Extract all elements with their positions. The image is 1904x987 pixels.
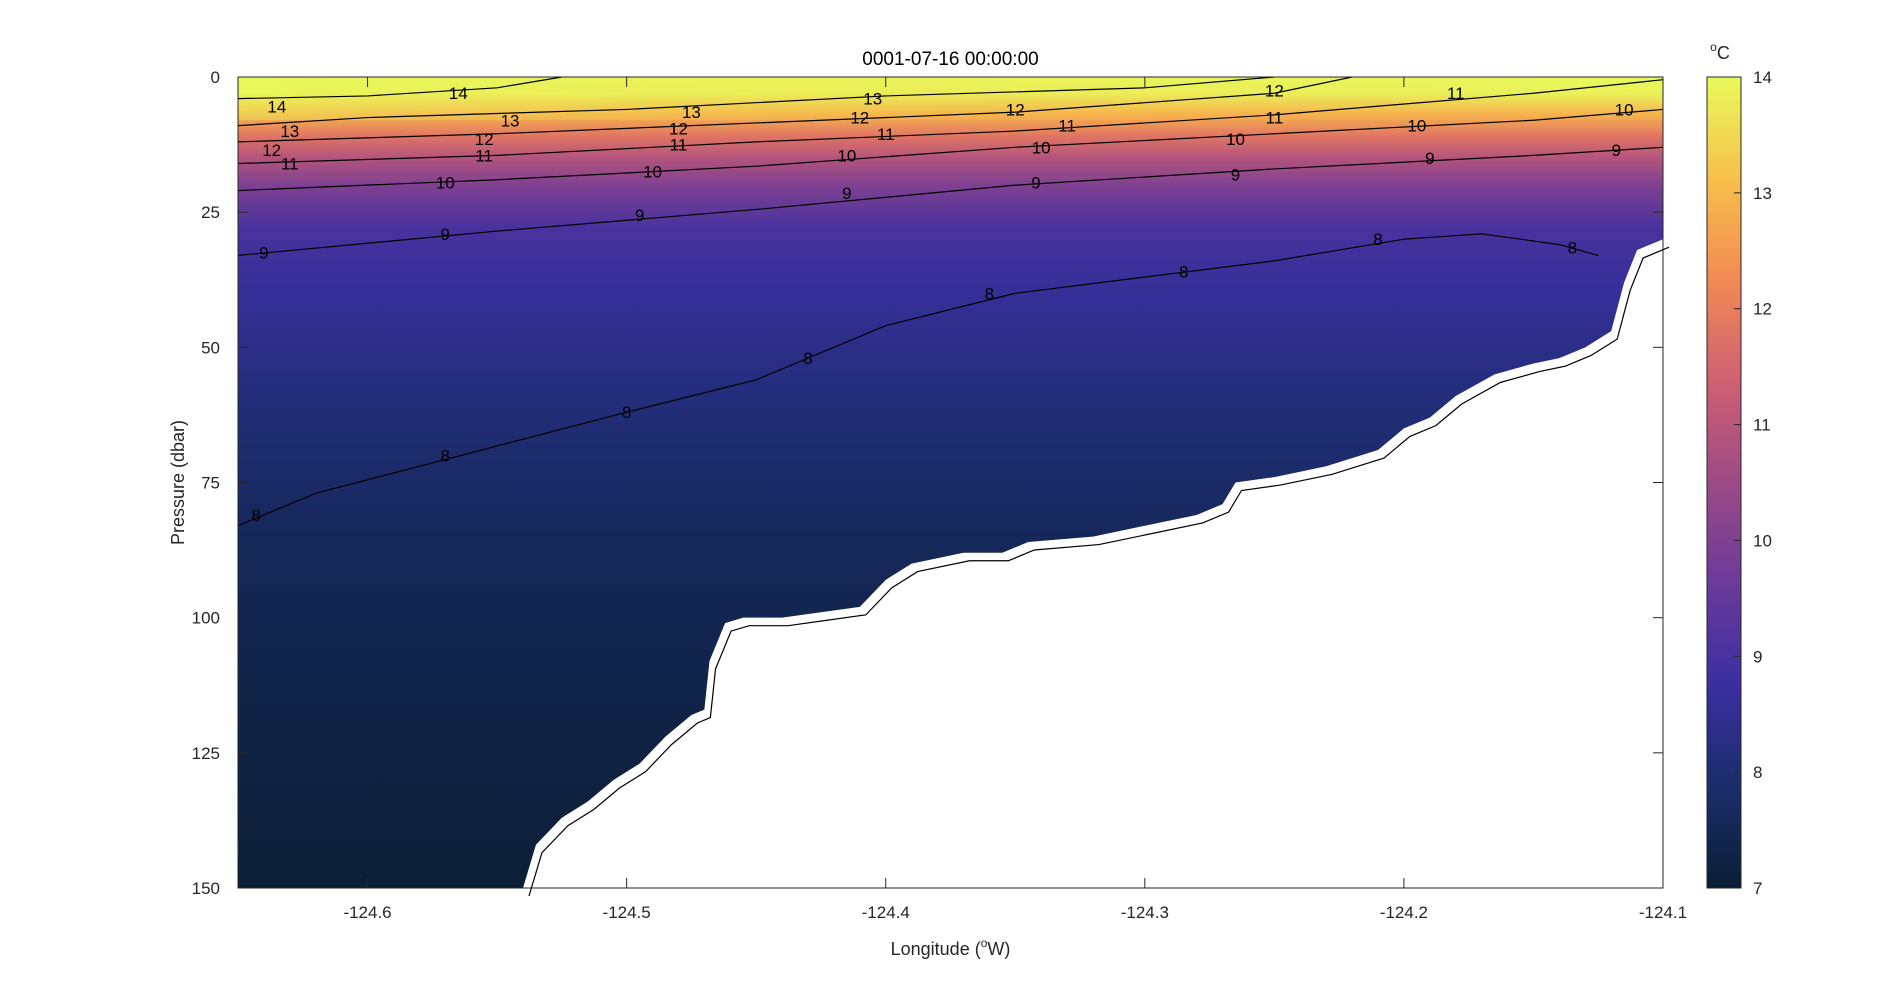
x-tick-label: -124.4 xyxy=(862,903,910,922)
contour-11 xyxy=(238,79,1663,165)
y-tick-label: 25 xyxy=(201,203,220,222)
contour-label-10: 10 xyxy=(1407,117,1426,136)
contour-label-10: 10 xyxy=(837,146,856,165)
contour-label-9: 9 xyxy=(842,184,851,203)
colorbar-tick-label: 9 xyxy=(1753,647,1762,666)
contour-label-8: 8 xyxy=(1373,230,1382,249)
contour-label-8: 8 xyxy=(803,349,812,368)
colorbar-tick-label: 8 xyxy=(1753,763,1762,782)
contour-8 xyxy=(238,233,1599,527)
contour-label-8: 8 xyxy=(441,446,450,465)
colorbar-unit: oC xyxy=(1710,40,1730,63)
contour-label-9: 9 xyxy=(259,244,268,263)
y-tick-label: 125 xyxy=(192,744,220,763)
x-tick-label: -124.3 xyxy=(1121,903,1169,922)
contour-label-12: 12 xyxy=(1006,100,1025,119)
y-axis: 0 25 50 75 100 125 150 xyxy=(192,68,1663,898)
contour-label-11: 11 xyxy=(1058,117,1076,136)
contour-label-11: 11 xyxy=(670,136,688,155)
x-tick-label: -124.6 xyxy=(343,903,391,922)
contour-label-9: 9 xyxy=(1612,141,1621,160)
contour-label-12: 12 xyxy=(850,109,869,128)
x-axis: -124.6 -124.5 -124.4 -124.3 -124.2 -124.1 xyxy=(343,77,1687,922)
contour-label-11: 11 xyxy=(877,125,895,144)
contour-label-11: 11 xyxy=(1266,109,1284,128)
contour-label-8: 8 xyxy=(1568,238,1577,257)
chart-title: 0001-07-16 00:00:00 xyxy=(862,49,1038,70)
contour-label-11: 11 xyxy=(1447,84,1465,103)
contour-label-13: 13 xyxy=(501,111,520,130)
contour-label-11: 11 xyxy=(281,155,299,174)
colorbar-tick-label: 13 xyxy=(1753,184,1772,203)
bottom-outline xyxy=(528,246,1670,897)
colorbar-tick-label: 10 xyxy=(1753,531,1772,550)
y-tick-label: 150 xyxy=(192,879,220,898)
contour-label-12: 12 xyxy=(262,141,281,160)
contour-label-11: 11 xyxy=(475,146,493,165)
colorbar-tick-label: 11 xyxy=(1753,416,1771,435)
contour-label-9: 9 xyxy=(441,225,450,244)
contour-label-9: 9 xyxy=(1031,173,1040,192)
colorbar-tick-label: 12 xyxy=(1753,300,1772,319)
x-axis-label: Longitude (oW) xyxy=(891,936,1011,959)
contour-label-13: 13 xyxy=(682,103,701,122)
bottom-mask xyxy=(238,77,1664,888)
contour-label-13: 13 xyxy=(280,122,299,141)
contour-12 xyxy=(238,77,1353,143)
x-tick-label: -124.1 xyxy=(1639,903,1687,922)
x-tick-label: -124.5 xyxy=(603,903,651,922)
contour-label-8: 8 xyxy=(985,284,994,303)
contour-label-8: 8 xyxy=(622,403,631,422)
contour-label-8: 8 xyxy=(251,506,260,525)
contour-label-9: 9 xyxy=(635,206,644,225)
colorbar-tick-label: 14 xyxy=(1753,68,1772,87)
contour-label-10: 10 xyxy=(1226,130,1245,149)
colorbar-gradient xyxy=(1706,76,1742,889)
contour-label-12: 12 xyxy=(1265,82,1284,101)
y-tick-label: 100 xyxy=(192,609,220,628)
contour-label-9: 9 xyxy=(1231,165,1240,184)
contour-label-8: 8 xyxy=(1179,263,1188,282)
colorbar-ticks: 7 8 9 10 11 12 13 14 xyxy=(1734,68,1772,898)
colorbar-tick-label: 7 xyxy=(1753,879,1762,898)
contour-label-14: 14 xyxy=(267,98,286,117)
x-tick-label: -124.2 xyxy=(1380,903,1428,922)
contour-9 xyxy=(238,146,1663,257)
contour-label-14: 14 xyxy=(449,84,468,103)
contour-13 xyxy=(238,77,1275,127)
y-axis-label: Pressure (dbar) xyxy=(168,420,188,545)
contour-label-10: 10 xyxy=(436,173,455,192)
contour-label-9: 9 xyxy=(1425,149,1434,168)
contour-label-12: 12 xyxy=(669,119,688,138)
contour-label-13: 13 xyxy=(863,90,882,109)
y-tick-label: 0 xyxy=(211,68,220,87)
contour-10 xyxy=(238,108,1663,192)
colorbar: 7 8 9 10 11 12 13 14 oC xyxy=(1706,40,1772,898)
y-tick-label: 75 xyxy=(201,474,220,493)
surface-warm-layer xyxy=(238,77,1663,121)
y-tick-label: 50 xyxy=(201,338,220,357)
contour-label-12: 12 xyxy=(475,130,494,149)
contour-lines xyxy=(238,77,1663,527)
contour-label-10: 10 xyxy=(1615,100,1634,119)
contour-14 xyxy=(238,77,562,100)
contour-label-10: 10 xyxy=(1032,138,1051,157)
contour-label-10: 10 xyxy=(643,163,662,182)
